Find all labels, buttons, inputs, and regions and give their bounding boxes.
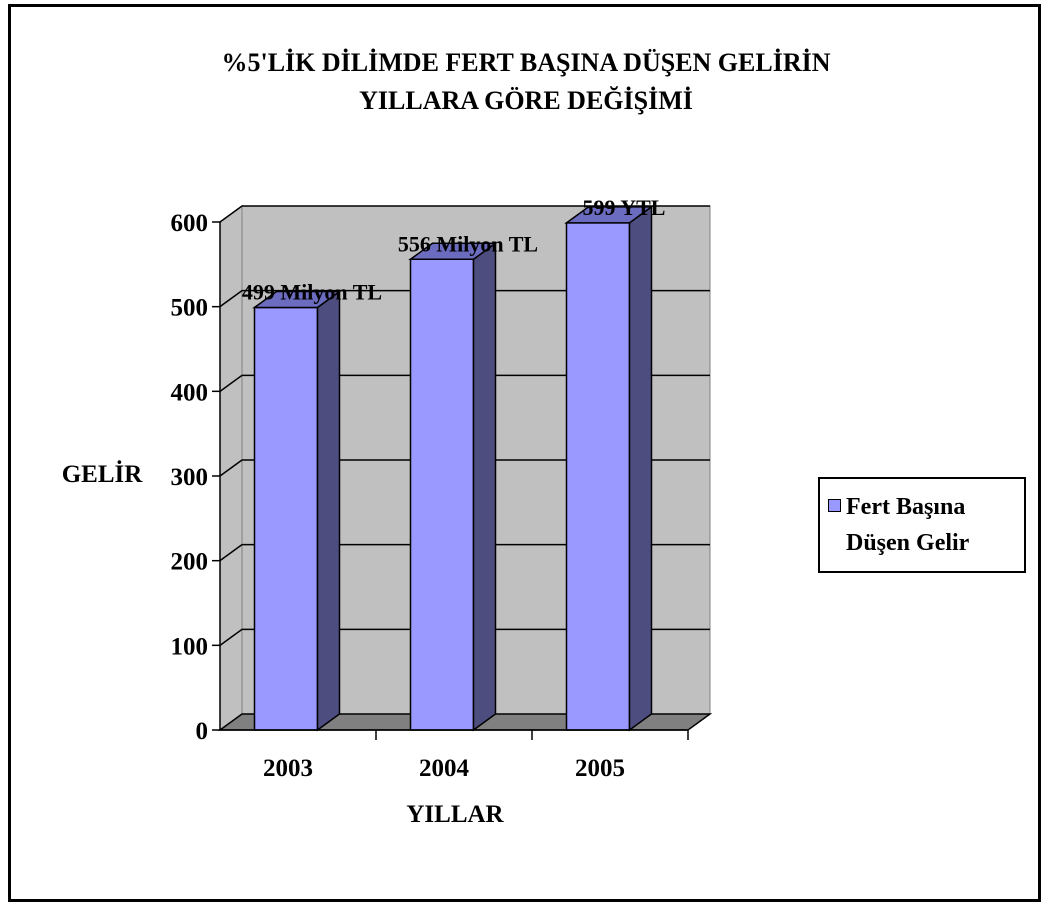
x-tick-label: 2003: [263, 755, 313, 782]
y-tick-label: 200: [171, 549, 209, 576]
data-labels: 499 Milyon TL 556 Milyon TL 599 YTL: [242, 195, 666, 305]
legend-swatch: [828, 499, 841, 512]
legend-label: Fert Başına Düşen Gelir: [846, 489, 1026, 561]
y-tick-label: 100: [171, 633, 209, 660]
y-tick-label: 500: [171, 295, 209, 322]
bar-top: [408, 242, 498, 261]
legend: Fert Başına Düşen Gelir: [818, 477, 1026, 573]
bar-side: [472, 241, 497, 732]
x-tick-label: 2005: [575, 755, 625, 782]
data-label: 556 Milyon TL: [398, 231, 538, 256]
y-tick-label: 600: [171, 210, 209, 237]
bar: [252, 290, 342, 732]
bars: [252, 205, 654, 732]
bar-side: [316, 290, 341, 732]
gridlines: [219, 205, 710, 646]
bar: [408, 241, 498, 732]
legend-label-line2: Düşen Gelir: [846, 530, 970, 556]
gridline: [219, 459, 710, 477]
gridline: [219, 205, 710, 223]
data-label: 499 Milyon TL: [242, 280, 382, 305]
axes: [212, 221, 689, 740]
data-label: 599 YTL: [583, 195, 666, 220]
y-tick-label: 300: [171, 464, 209, 491]
x-tick-labels: 2003 2004 2005: [263, 755, 625, 782]
legend-label-line1: Fert Başına: [846, 494, 966, 520]
y-tick-labels: 0 100 200 300 400 500 600: [171, 210, 209, 745]
bar-top: [252, 290, 342, 309]
y-tick-label: 0: [196, 718, 209, 745]
bar-front: [253, 306, 319, 731]
gridline: [219, 374, 710, 392]
bar-front: [409, 258, 475, 731]
bar-side: [628, 205, 653, 732]
chart-title-line2: YILLARA GÖRE DEĞİŞİMİ: [359, 86, 693, 115]
x-tick-label: 2004: [419, 755, 470, 782]
bar-top: [564, 206, 654, 224]
gridline: [219, 543, 710, 562]
gridline: [219, 289, 710, 308]
y-tick-label: 400: [171, 379, 209, 406]
x-axis-label: YILLAR: [406, 801, 504, 828]
gridline: [219, 628, 710, 646]
chart-title-line1: %5'LİK DİLİMDE FERT BAŞINA DÜŞEN GELİRİN: [221, 48, 831, 77]
bar: [564, 205, 654, 732]
bar-front: [565, 222, 631, 731]
y-axis-label: GELİR: [62, 460, 144, 488]
chart-title: %5'LİK DİLİMDE FERT BAŞINA DÜŞEN GELİRİN…: [0, 44, 1052, 120]
